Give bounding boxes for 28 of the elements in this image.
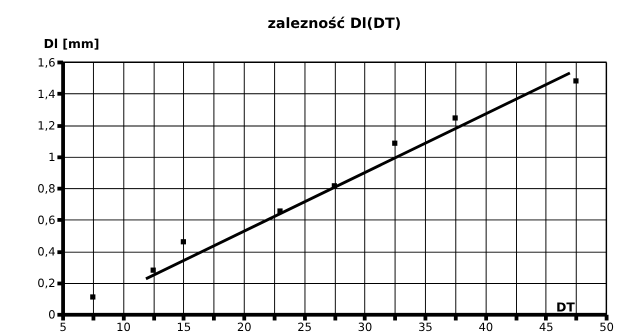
x-tick-label: 30 bbox=[358, 320, 372, 334]
point bbox=[180, 239, 186, 244]
y-tick-label: 0,6 bbox=[37, 212, 56, 227]
y-tick-label: 1,6 bbox=[37, 55, 56, 70]
y-tick-label: 1 bbox=[48, 150, 56, 164]
x-tick-label: 40 bbox=[478, 320, 494, 334]
x-tick-label: 15 bbox=[176, 320, 192, 334]
y-tick-label: 0,4 bbox=[37, 244, 56, 258]
y-tick-label: 1,2 bbox=[37, 118, 56, 132]
point bbox=[150, 268, 156, 273]
x-tick-label: 25 bbox=[297, 320, 312, 334]
y-tick-label: 0,8 bbox=[37, 181, 56, 196]
x-tick-label: 35 bbox=[418, 320, 433, 334]
y-tick-label: 0 bbox=[48, 308, 56, 322]
point bbox=[392, 140, 398, 146]
chart-title: zalezność Dl(DT) bbox=[268, 16, 402, 32]
y-axis-title: Dl [mm] bbox=[44, 36, 100, 51]
point bbox=[90, 294, 96, 300]
x-tick-label: 10 bbox=[116, 320, 131, 334]
x-axis-title: DT bbox=[556, 300, 576, 314]
x-tick-label: 5 bbox=[59, 320, 67, 334]
point bbox=[573, 78, 579, 84]
x-tick-label: 20 bbox=[237, 320, 252, 334]
y-tick-label: 1,4 bbox=[37, 86, 56, 101]
point bbox=[452, 115, 458, 121]
y-tick-label: 0,2 bbox=[37, 276, 56, 290]
x-tick-label: 50 bbox=[599, 320, 614, 334]
x-tick-label: 45 bbox=[538, 320, 554, 334]
